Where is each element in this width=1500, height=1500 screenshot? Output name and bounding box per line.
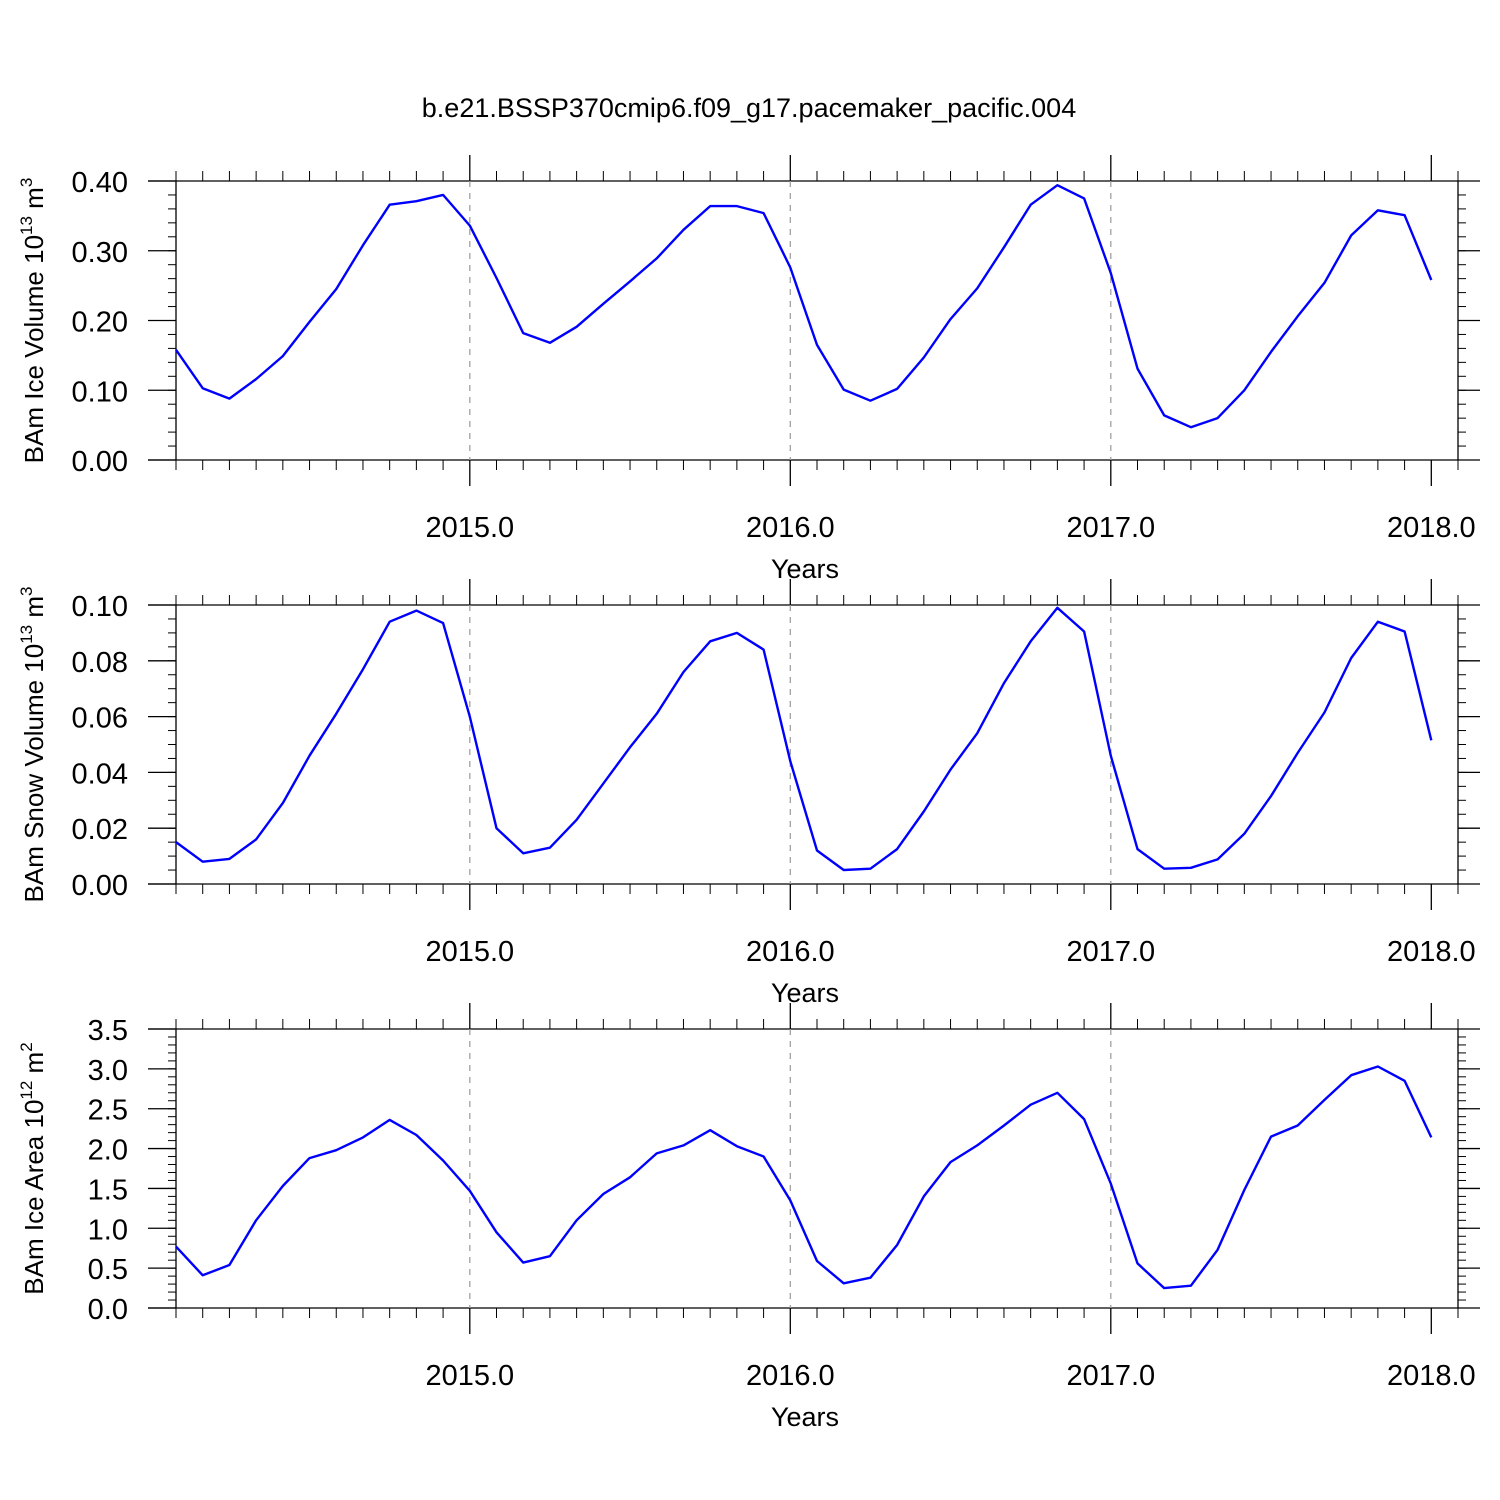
y-tick-label: 2.0 xyxy=(88,1135,128,1167)
y-tick-label: 0.10 xyxy=(72,591,128,623)
x-axis-label: Years xyxy=(771,1402,839,1432)
x-tick-label: 2016.0 xyxy=(746,936,835,968)
x-tick-label: 2015.0 xyxy=(425,512,514,544)
y-tick-label: 0.10 xyxy=(72,376,128,408)
x-tick-label: 2016.0 xyxy=(746,512,835,544)
y-axis-label: BAm Snow Volume 1013 m3 xyxy=(17,587,49,903)
y-tick-label: 0.5 xyxy=(88,1254,128,1286)
x-axis-label: Years xyxy=(771,978,839,1008)
y-tick-label: 0.20 xyxy=(72,307,128,339)
x-tick-label: 2017.0 xyxy=(1066,512,1155,544)
series-line xyxy=(175,1065,1433,1290)
y-tick-label: 0.08 xyxy=(72,647,128,679)
x-tick-label: 2016.0 xyxy=(746,1360,835,1392)
y-tick-label: 3.0 xyxy=(88,1055,128,1087)
snow-volume-panel: 0.00 0.02 0.04 0.06 0.08 0.10 2015.0 2016.0 2017… xyxy=(17,579,1480,1008)
y-tick-label: 0.0 xyxy=(88,1294,128,1326)
y-tick-label: 0.02 xyxy=(72,814,128,846)
x-tick-label: 2018.0 xyxy=(1387,936,1476,968)
ice-volume-panel: 0.00 0.10 0.20 0.30 0.40 2015.0 2016.0 2017.0 20… xyxy=(17,155,1480,584)
x-tick-label: 2017.0 xyxy=(1066,1360,1155,1392)
y-tick-label: 0.06 xyxy=(72,703,128,735)
x-tick-label: 2018.0 xyxy=(1387,1360,1476,1392)
x-tick-label: 2015.0 xyxy=(425,936,514,968)
y-tick-label: 3.5 xyxy=(88,1015,128,1047)
y-axis-label: BAm Ice Volume 1013 m3 xyxy=(17,178,49,464)
series-line xyxy=(175,606,1433,872)
series-line xyxy=(175,183,1433,429)
y-tick-label: 0.00 xyxy=(72,446,128,478)
y-tick-label: 1.5 xyxy=(88,1174,128,1206)
y-tick-label: 0.04 xyxy=(72,758,128,790)
ice-area-panel: 0.0 0.5 1.0 1.5 2.0 2.5 3.0 3.5 2015.0 2016.0 2017… xyxy=(17,1003,1480,1432)
y-tick-label: 1.0 xyxy=(88,1214,128,1246)
x-tick-label: 2017.0 xyxy=(1066,936,1155,968)
y-axis-label: BAm Ice Area 1012 m2 xyxy=(17,1042,49,1294)
x-axis-label: Years xyxy=(771,554,839,584)
y-tick-label: 2.5 xyxy=(88,1095,128,1127)
x-tick-label: 2018.0 xyxy=(1387,512,1476,544)
x-tick-label: 2015.0 xyxy=(425,1360,514,1392)
chart-title: b.e21.BSSP370cmip6.f09_g17.pacemaker_pac… xyxy=(422,93,1076,123)
y-tick-label: 0.30 xyxy=(72,237,128,269)
y-tick-label: 0.40 xyxy=(72,167,128,199)
y-tick-label: 0.00 xyxy=(72,870,128,902)
